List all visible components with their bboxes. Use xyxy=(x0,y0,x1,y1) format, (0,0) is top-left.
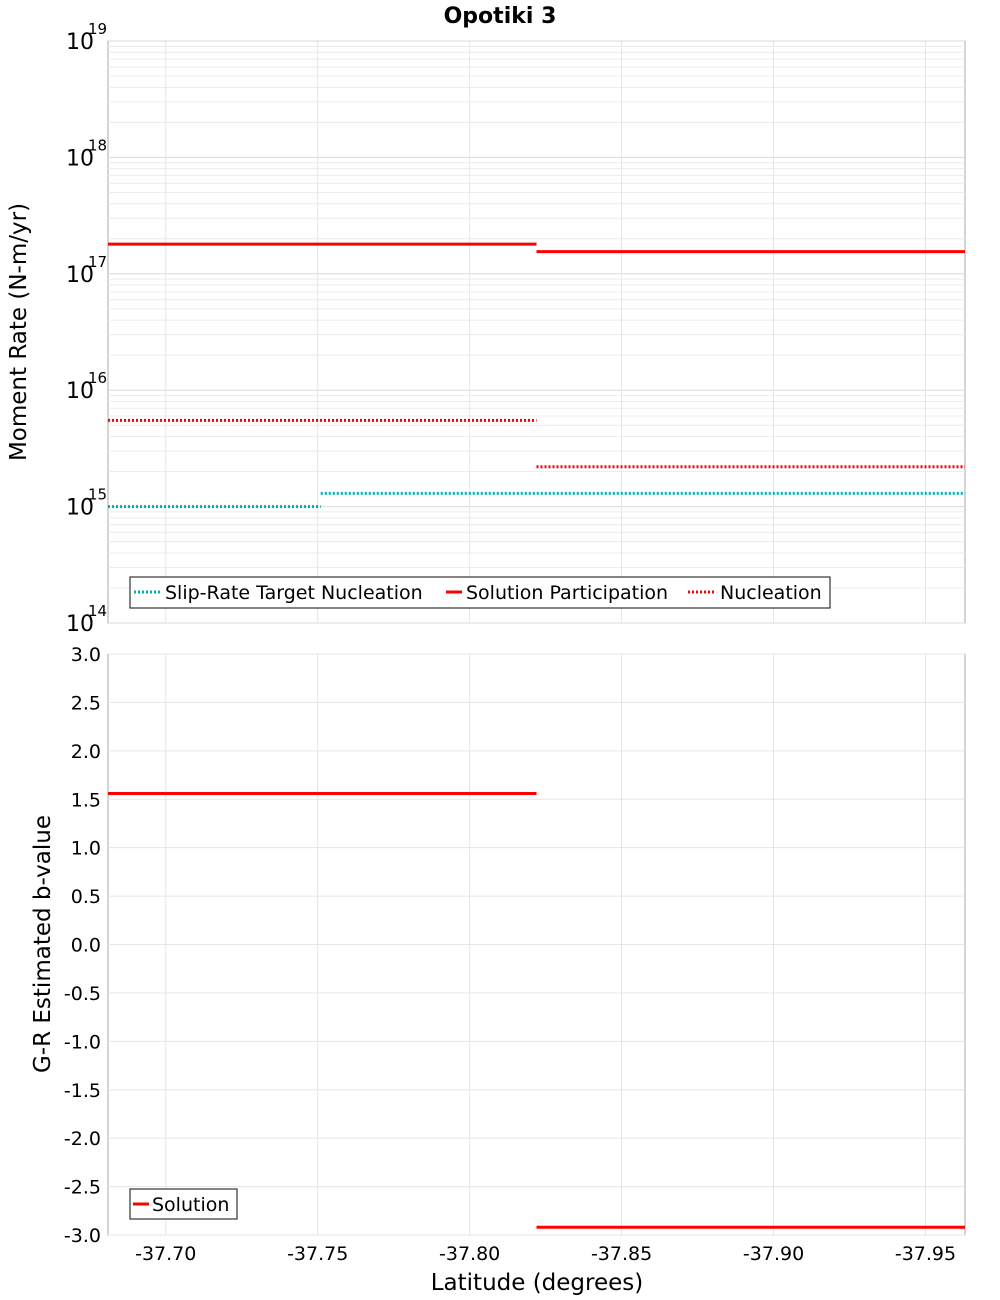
x-tick-label: -37.70 xyxy=(135,1243,196,1265)
x-tick-labels: -37.70 -37.75 -37.80 -37.85 -37.90 -37.95 xyxy=(135,1243,956,1265)
bottom-y-tick-label: -0.5 xyxy=(64,983,101,1005)
bottom-y-axis-label: G-R Estimated b-value xyxy=(30,815,56,1073)
top-y-tick-label: 10 xyxy=(66,146,94,171)
top-legend-box xyxy=(129,576,831,609)
top-y-tick-exponent: 19 xyxy=(88,20,107,38)
bottom-y-tick-label: 3.0 xyxy=(71,644,101,666)
legend-label-solution-participation: Solution Participation xyxy=(466,582,668,604)
bottom-legend: Solution xyxy=(129,1188,238,1220)
chart-title: Opotiki 3 xyxy=(444,4,557,29)
bottom-y-tick-label: 2.5 xyxy=(71,692,101,714)
top-y-tick-label: 10 xyxy=(66,612,94,637)
bottom-y-tick-label: -1.5 xyxy=(64,1080,101,1102)
x-tick-label: -37.80 xyxy=(439,1243,500,1265)
bottom-y-tick-label: -2.5 xyxy=(64,1177,101,1199)
b-value-panel: -3.0 -2.5 -2.0 -1.5 -1.0 -0.5 0.0 0.5 1.0 1.5 2.0 2… xyxy=(30,644,966,1296)
top-y-tick-label: 10 xyxy=(66,263,94,288)
top-y-tick-label: 10 xyxy=(66,496,94,521)
top-grid xyxy=(108,40,965,624)
x-tick-label: -37.90 xyxy=(743,1243,804,1265)
bottom-grid xyxy=(108,653,965,1236)
bottom-y-tick-labels: -3.0 -2.5 -2.0 -1.5 -1.0 -0.5 0.0 0.5 1.0 1.5 2.0 2… xyxy=(64,644,101,1247)
top-y-tick-label: 10 xyxy=(66,379,94,404)
x-tick-label: -37.75 xyxy=(287,1243,348,1265)
top-y-tick-label: 10 xyxy=(66,30,94,55)
top-y-axis-label: Moment Rate (N-m/yr) xyxy=(6,203,32,461)
x-tick-label: -37.95 xyxy=(895,1243,956,1265)
bottom-series xyxy=(108,791,965,1229)
bottom-y-tick-label: 2.0 xyxy=(71,741,101,763)
top-legend: Slip-Rate Target Nucleation Solution Par… xyxy=(129,576,831,609)
bottom-y-tick-label: 1.5 xyxy=(71,789,101,811)
top-plot-area xyxy=(107,40,966,624)
x-tick-label: -37.85 xyxy=(591,1243,652,1265)
top-y-tick-exponent: 15 xyxy=(88,486,107,504)
x-axis-label: Latitude (degrees) xyxy=(431,1270,644,1296)
top-y-tick-exponent: 18 xyxy=(88,136,107,154)
legend-label-nucleation: Nucleation xyxy=(720,582,822,604)
legend-label-slip-rate-target: Slip-Rate Target Nucleation xyxy=(165,582,423,604)
bottom-y-tick-label: 0.5 xyxy=(71,886,101,908)
top-y-tick-exponent: 17 xyxy=(88,253,107,271)
top-y-tick-exponent: 14 xyxy=(88,602,107,620)
legend-label-solution: Solution xyxy=(152,1194,229,1216)
bottom-y-tick-label: -1.0 xyxy=(64,1031,101,1053)
bottom-y-tick-label: -2.0 xyxy=(64,1128,101,1150)
top-series xyxy=(108,242,965,509)
top-y-tick-exponent: 16 xyxy=(88,369,107,387)
bottom-y-tick-label: 1.0 xyxy=(71,838,101,860)
bottom-y-tick-label: 0.0 xyxy=(71,935,101,957)
bottom-y-tick-label: -3.0 xyxy=(64,1225,101,1247)
